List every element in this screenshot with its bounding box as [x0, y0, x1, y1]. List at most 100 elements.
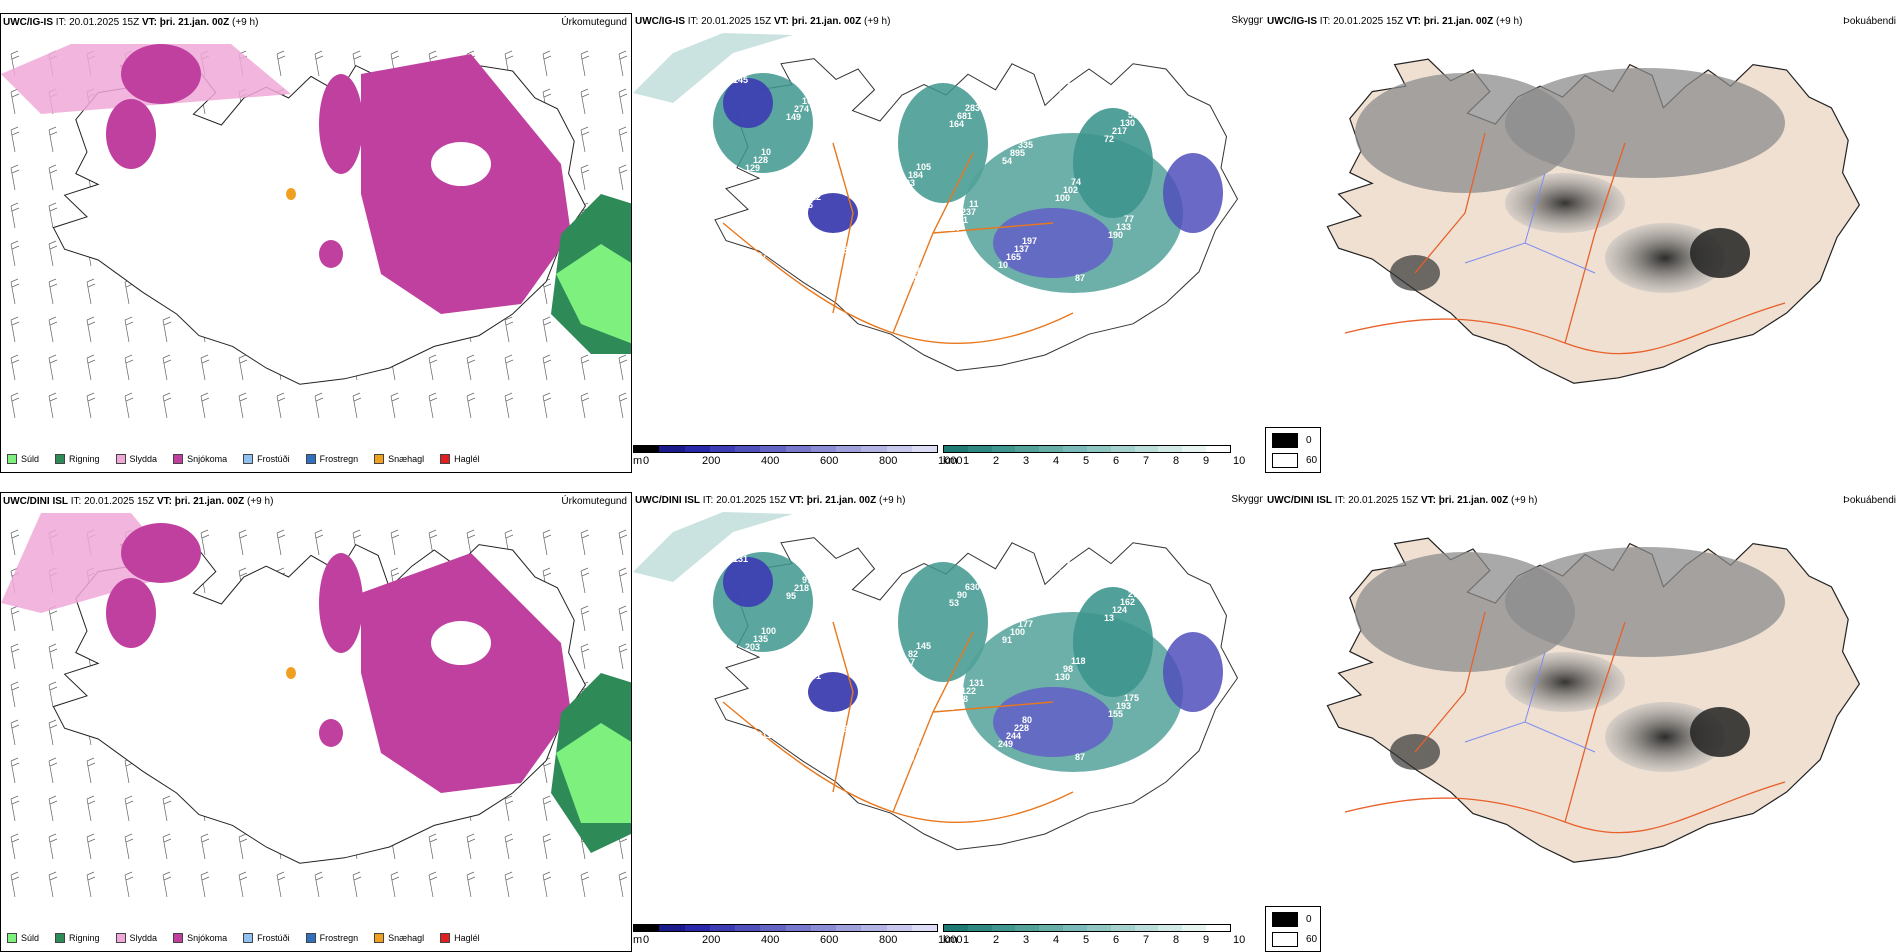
colorbar-tick: 10 [1233, 934, 1246, 946]
visibility-value-label: 168 [847, 620, 862, 630]
legend-swatch [115, 454, 126, 464]
colorbar-tick: 8 [1173, 455, 1180, 467]
visibility-value-label: 69 [892, 186, 902, 196]
legend-swatch [440, 933, 451, 943]
visibility-value-label: 151 [806, 671, 821, 681]
colorbar-tick: 400 [761, 455, 780, 467]
legend-swatch [243, 933, 254, 943]
legend-swatch [55, 454, 66, 464]
legend-swatch [374, 454, 385, 464]
visibility-value-label: 11 [969, 199, 979, 209]
visibility-value-label: 10 [855, 612, 865, 622]
visibility-value-label: 149 [786, 112, 801, 122]
legend-item-frostregn: Frostregn [305, 454, 358, 464]
visibility-value-label: 124 [1112, 605, 1127, 615]
visibility-value-label: 676 [912, 745, 927, 755]
visibility-value-label: 70 [892, 665, 902, 675]
legend-item-snæhagl: Snæhagl [374, 933, 424, 943]
precip-type-map [1, 44, 631, 419]
panel-header: UWC/IG-IS IT: 20.01.2025 15Z VT: þri. 21… [635, 16, 891, 27]
visibility-value-label: 228 [851, 237, 866, 247]
visibility-value-label: 90 [737, 650, 747, 660]
visibility-value-label: 54 [904, 753, 914, 763]
visibility-value-label: 140 [741, 746, 756, 756]
panel-title: Þokuábendi [1843, 16, 1896, 27]
legend-label: Rigning [69, 454, 100, 464]
visibility-value-label: 131 [969, 678, 984, 688]
visibility-value-label: 80 [1022, 715, 1032, 725]
visibility-value-label: 100 [761, 626, 776, 636]
visibility-value-label: 28 [945, 702, 955, 712]
colorbar-unit: km [943, 455, 958, 467]
legend-swatch [243, 454, 254, 464]
legend-swatch [305, 454, 316, 464]
colorbar-m-bar [633, 924, 938, 932]
colorbar-tick: 0 [643, 455, 650, 467]
visibility-value-label: 203 [900, 178, 915, 188]
visibility-value-label: 137 [1014, 244, 1029, 254]
legend-item-súld: Súld [7, 933, 39, 943]
colorbar-tick: 7 [1143, 934, 1150, 946]
visibility-value-label: 116 [863, 604, 878, 614]
visibility-value-label: 105 [916, 162, 931, 172]
fog-index-map [1326, 537, 1861, 863]
visibility-value-label: 228 [1014, 723, 1029, 733]
legend-swatch [374, 933, 385, 943]
legend-label: Slydda [129, 454, 158, 464]
visibility-map: 1319513070282491211390107976753911301551… [633, 512, 1239, 851]
visibility-value-label: 895 [1010, 148, 1025, 158]
fog-legend: 0 60 [1265, 427, 1321, 473]
visibility-colorbar-km: km 1 2 3 4 5 6 7 8 9 10 [943, 445, 1263, 469]
visibility-value-label: 102 [1063, 185, 1078, 195]
visibility-value-label: 190 [1108, 230, 1123, 240]
legend-item-súld: Súld [7, 454, 39, 464]
colorbar-tick: 600 [820, 455, 839, 467]
visibility-value-label: 100 [1010, 627, 1025, 637]
colorbar-tick: 8 [1173, 934, 1180, 946]
colorbar-m-bar [633, 445, 938, 453]
visibility-value-label: 162 [1120, 597, 1135, 607]
visibility-value-label: 13 [1104, 613, 1114, 623]
legend-swatch [173, 454, 184, 464]
fog-legend: 0 60 [1265, 906, 1321, 952]
visibility-value-label: 100 [1055, 193, 1070, 203]
visibility-value-label: 130 [1055, 672, 1070, 682]
visibility-value-label: 74 [1071, 177, 1081, 187]
visibility-value-label: 107 [790, 687, 805, 697]
panel-header: UWC/IG-IS IT: 20.01.2025 15Z VT: þri. 21… [1267, 16, 1523, 27]
legend-swatch [7, 933, 17, 943]
legend-label: Slydda [129, 933, 158, 943]
visibility-value-label: 215 [847, 141, 862, 151]
colorbar-tick: 3 [1023, 934, 1030, 946]
panel-header: UWC/IG-IS IT: 20.01.2025 15Z VT: þri. 21… [3, 17, 262, 28]
visibility-value-label: 173 [1059, 568, 1074, 578]
fog-panel: UWC/IG-IS IT: 20.01.2025 15Z VT: þri. 21… [1265, 13, 1900, 473]
visibility-value-label: 97 [802, 575, 812, 585]
visibility-value-label: 217 [1112, 126, 1127, 136]
visibility-value-label: 118 [1071, 656, 1086, 666]
precip-legend: Súld Rigning Slydda Snjókoma Frostúði Frostre… [7, 454, 496, 464]
legend-item-snæhagl: Snæhagl [374, 454, 424, 464]
legend-item-snjókoma: Snjókoma [173, 454, 227, 464]
colorbar-tick: 4 [1053, 455, 1060, 467]
colorbar-tick: 1000 [938, 455, 963, 467]
visibility-colorbar-km: km 1 2 3 4 5 6 7 8 9 10 [943, 924, 1263, 948]
visibility-value-label: 150 [810, 567, 825, 577]
visibility-value-label: 217 [900, 657, 915, 667]
colorbar-tick: 5 [1083, 455, 1090, 467]
colorbar-tick: 2 [993, 455, 1000, 467]
legend-label: Haglél [454, 933, 480, 943]
visibility-value-label: 130 [1120, 118, 1135, 128]
legend-swatch [173, 933, 184, 943]
colorbar-tick: 5 [1083, 934, 1090, 946]
visibility-value-label: 135 [753, 634, 768, 644]
fog-legend-label: 60 [1306, 934, 1318, 945]
colorbar-tick: 7 [1143, 455, 1150, 467]
legend-item-haglél: Haglél [440, 933, 480, 943]
legend-label: Rigning [69, 933, 100, 943]
legend-label: Snjókoma [187, 454, 228, 464]
visibility-value-label: 122 [961, 686, 976, 696]
legend-item-rigning: Rigning [55, 454, 100, 464]
visibility-value-label: 133 [1116, 222, 1131, 232]
panel-header: UWC/DINI ISL IT: 20.01.2025 15Z VT: þri.… [1267, 495, 1538, 506]
